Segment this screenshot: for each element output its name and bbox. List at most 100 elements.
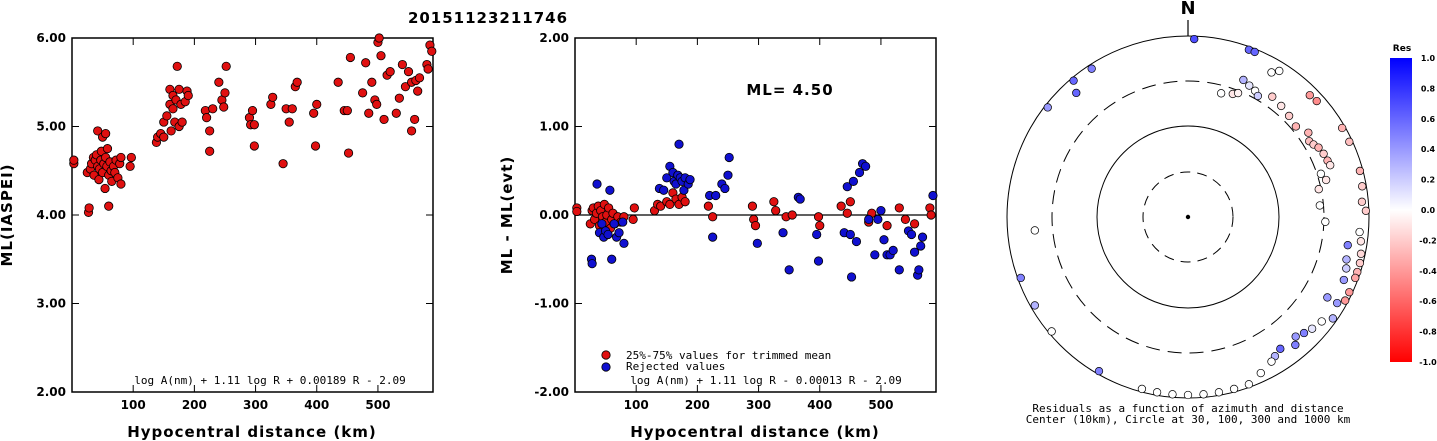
legend-label-trimmed: 25%-75% values for trimmed mean: [626, 349, 831, 362]
data-point: [168, 104, 178, 114]
data-point: [909, 219, 920, 229]
colorbar-tick-label: 0.2: [1421, 176, 1435, 185]
legend-label-rejected: Rejected values: [626, 360, 725, 373]
data-point: [906, 229, 917, 240]
data-point: [84, 203, 94, 213]
data-point: [309, 108, 319, 118]
polar-data-point: [1342, 255, 1351, 264]
legend-marker-trimmed: [601, 350, 611, 360]
polar-data-point: [1267, 357, 1276, 366]
polar-data-point: [1351, 273, 1360, 283]
data-point: [94, 175, 104, 185]
data-point: [391, 108, 401, 118]
polar-data-point: [1314, 143, 1323, 152]
y-axis-ticks: 2.00 3.00 4.00 5.00 6.00: [36, 31, 433, 399]
data-point: [851, 236, 862, 247]
polar-data-point: [1355, 166, 1365, 176]
data-point: [116, 152, 126, 163]
polar-data-point: [1305, 91, 1314, 100]
data-point: [619, 238, 629, 248]
polar-data-point: [1357, 197, 1367, 206]
data-point: [394, 93, 404, 103]
polar-data-point: [1345, 137, 1354, 146]
data-point: [367, 77, 377, 87]
y-tick-label: 1.00: [539, 120, 569, 134]
ml-annotation: ML= 4.50: [746, 81, 833, 99]
polar-data-point: [1256, 368, 1265, 378]
data-point: [385, 67, 395, 77]
data-point: [879, 235, 889, 245]
data-point: [609, 219, 619, 229]
x-tick-label: 500: [868, 398, 893, 412]
x-tick-label: 500: [365, 398, 390, 412]
data-point: [846, 272, 857, 282]
data-point: [284, 117, 294, 127]
polar-data-point: [1291, 340, 1300, 350]
y-axis-label: ML(IASPEI): [0, 163, 16, 266]
polar-data-point: [1356, 237, 1366, 246]
polar-data-point: [1267, 68, 1276, 77]
data-point: [812, 229, 822, 240]
formula-label: log A(nm) + 1.11 log R + 0.00189 R - 2.0…: [134, 374, 406, 387]
polar-data-point: [1284, 111, 1294, 121]
polar-data-point: [1016, 273, 1025, 283]
circle-100km: [1096, 125, 1280, 309]
polar-data-point: [1137, 384, 1147, 394]
polar-data-point: [1355, 227, 1364, 237]
data-point: [771, 205, 781, 216]
data-point: [249, 141, 259, 151]
data-point: [172, 61, 182, 71]
data-point: [376, 51, 386, 61]
data-point: [854, 167, 865, 178]
data-point: [247, 105, 258, 116]
data-point: [842, 182, 852, 192]
data-point: [870, 250, 880, 260]
y-tick-label: -1.00: [534, 297, 569, 311]
data-point: [815, 221, 825, 231]
data-point: [587, 259, 597, 269]
data-point: [214, 77, 224, 87]
legend: 25%-75% values for trimmed mean Rejected…: [601, 349, 831, 373]
colorbar-tick-label: 0.0: [1421, 206, 1436, 215]
polar-data-point: [1345, 288, 1354, 297]
data-point: [342, 105, 352, 116]
data-point: [813, 212, 824, 222]
data-point: [403, 67, 414, 77]
y-axis-ticks: -2.00 -1.00 0.00 1.00 2.00: [534, 31, 936, 399]
data-point: [287, 104, 297, 114]
data-point: [723, 170, 733, 180]
data-point: [679, 185, 689, 195]
data-point: [101, 128, 111, 139]
data-point: [603, 229, 613, 240]
polar-data-point: [1343, 241, 1352, 250]
panel-ml-vs-distance: 100 200 300 400 500 2.00 3.00 4.00 5.00 6.00 Hyp…: [0, 31, 437, 441]
data-point: [711, 190, 721, 201]
polar-data-point: [1239, 75, 1248, 85]
data-point: [659, 185, 669, 195]
data-point: [410, 114, 420, 125]
data-point: [845, 197, 855, 207]
x-tick-label: 100: [624, 398, 649, 412]
polar-data-point: [1245, 81, 1254, 90]
data-point: [618, 217, 628, 227]
data-point: [909, 247, 920, 257]
data-points: [572, 139, 938, 282]
data-point: [310, 141, 321, 151]
x-axis-label: Hypocentral distance (km): [630, 423, 880, 441]
data-point: [914, 265, 924, 275]
polar-data-point: [1152, 388, 1162, 397]
polar-data-point: [1312, 96, 1321, 106]
data-point: [928, 190, 938, 201]
data-point: [400, 82, 411, 92]
polar-data-point: [1229, 384, 1239, 394]
data-point: [916, 241, 926, 251]
data-point: [703, 201, 713, 211]
data-point: [876, 205, 886, 216]
data-point: [116, 179, 126, 189]
north-label: N: [1180, 0, 1195, 19]
data-point: [221, 61, 231, 71]
data-point: [69, 155, 79, 165]
colorbar-tick-label: 0.4: [1421, 145, 1436, 154]
x-tick-label: 400: [807, 398, 832, 412]
